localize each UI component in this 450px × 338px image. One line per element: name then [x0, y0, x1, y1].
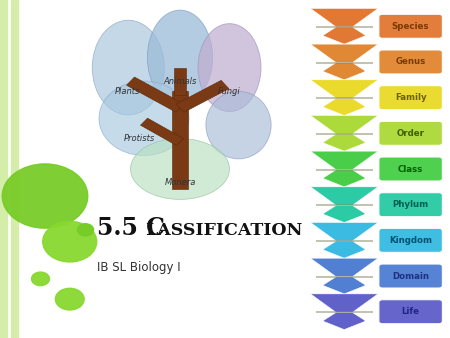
Circle shape	[43, 221, 97, 262]
Polygon shape	[310, 187, 378, 206]
Bar	[315, 169, 373, 171]
Ellipse shape	[130, 139, 230, 199]
Text: Life: Life	[401, 307, 419, 316]
Polygon shape	[324, 241, 365, 258]
Ellipse shape	[198, 24, 261, 112]
Circle shape	[32, 272, 50, 286]
Polygon shape	[324, 170, 365, 187]
Ellipse shape	[148, 10, 212, 105]
Text: IB SL Biology I: IB SL Biology I	[97, 261, 180, 274]
Bar	[315, 133, 373, 135]
Bar	[315, 62, 373, 64]
Polygon shape	[310, 258, 378, 277]
Bar	[315, 276, 373, 278]
Bar	[315, 97, 373, 99]
Text: Plants: Plants	[115, 87, 140, 96]
Polygon shape	[324, 277, 365, 294]
Ellipse shape	[206, 91, 271, 159]
Text: Species: Species	[392, 22, 429, 31]
Ellipse shape	[99, 81, 189, 155]
Polygon shape	[324, 27, 365, 44]
Text: LASSIFICATION: LASSIFICATION	[145, 222, 303, 239]
Circle shape	[2, 164, 88, 228]
FancyBboxPatch shape	[379, 50, 442, 74]
Text: Family: Family	[395, 93, 427, 102]
Text: Kingdom: Kingdom	[389, 236, 432, 245]
Polygon shape	[176, 80, 229, 112]
Polygon shape	[310, 116, 378, 134]
Text: Domain: Domain	[392, 271, 429, 281]
Polygon shape	[310, 44, 378, 63]
Text: Order: Order	[396, 129, 425, 138]
Polygon shape	[310, 8, 378, 27]
FancyBboxPatch shape	[379, 264, 442, 288]
Bar	[315, 204, 373, 207]
Polygon shape	[310, 222, 378, 241]
Circle shape	[77, 224, 94, 236]
FancyBboxPatch shape	[379, 121, 442, 145]
FancyBboxPatch shape	[379, 228, 442, 252]
Bar	[315, 26, 373, 28]
Polygon shape	[174, 68, 186, 95]
Text: 5.5 C: 5.5 C	[97, 216, 165, 240]
Polygon shape	[140, 118, 184, 145]
Polygon shape	[324, 312, 365, 330]
Polygon shape	[324, 63, 365, 80]
Polygon shape	[324, 98, 365, 116]
Bar	[11, 0, 18, 338]
Text: Genus: Genus	[396, 57, 426, 67]
Circle shape	[55, 288, 84, 310]
Bar	[315, 240, 373, 242]
Ellipse shape	[92, 20, 164, 115]
Polygon shape	[310, 151, 378, 170]
FancyBboxPatch shape	[379, 14, 442, 38]
Polygon shape	[310, 80, 378, 98]
Text: Class: Class	[398, 165, 423, 173]
FancyBboxPatch shape	[379, 86, 442, 110]
Polygon shape	[172, 91, 188, 189]
Text: Fungi: Fungi	[218, 87, 241, 96]
FancyBboxPatch shape	[379, 193, 442, 217]
Polygon shape	[126, 77, 184, 112]
FancyBboxPatch shape	[379, 157, 442, 181]
Polygon shape	[324, 134, 365, 151]
FancyBboxPatch shape	[379, 300, 442, 324]
Polygon shape	[324, 206, 365, 222]
Bar	[0, 0, 7, 338]
Text: Animals: Animals	[163, 77, 197, 86]
Polygon shape	[310, 294, 378, 312]
Bar	[315, 311, 373, 314]
Text: Monera: Monera	[164, 178, 196, 187]
Text: Protists: Protists	[124, 134, 155, 143]
Text: Phylum: Phylum	[392, 200, 429, 209]
